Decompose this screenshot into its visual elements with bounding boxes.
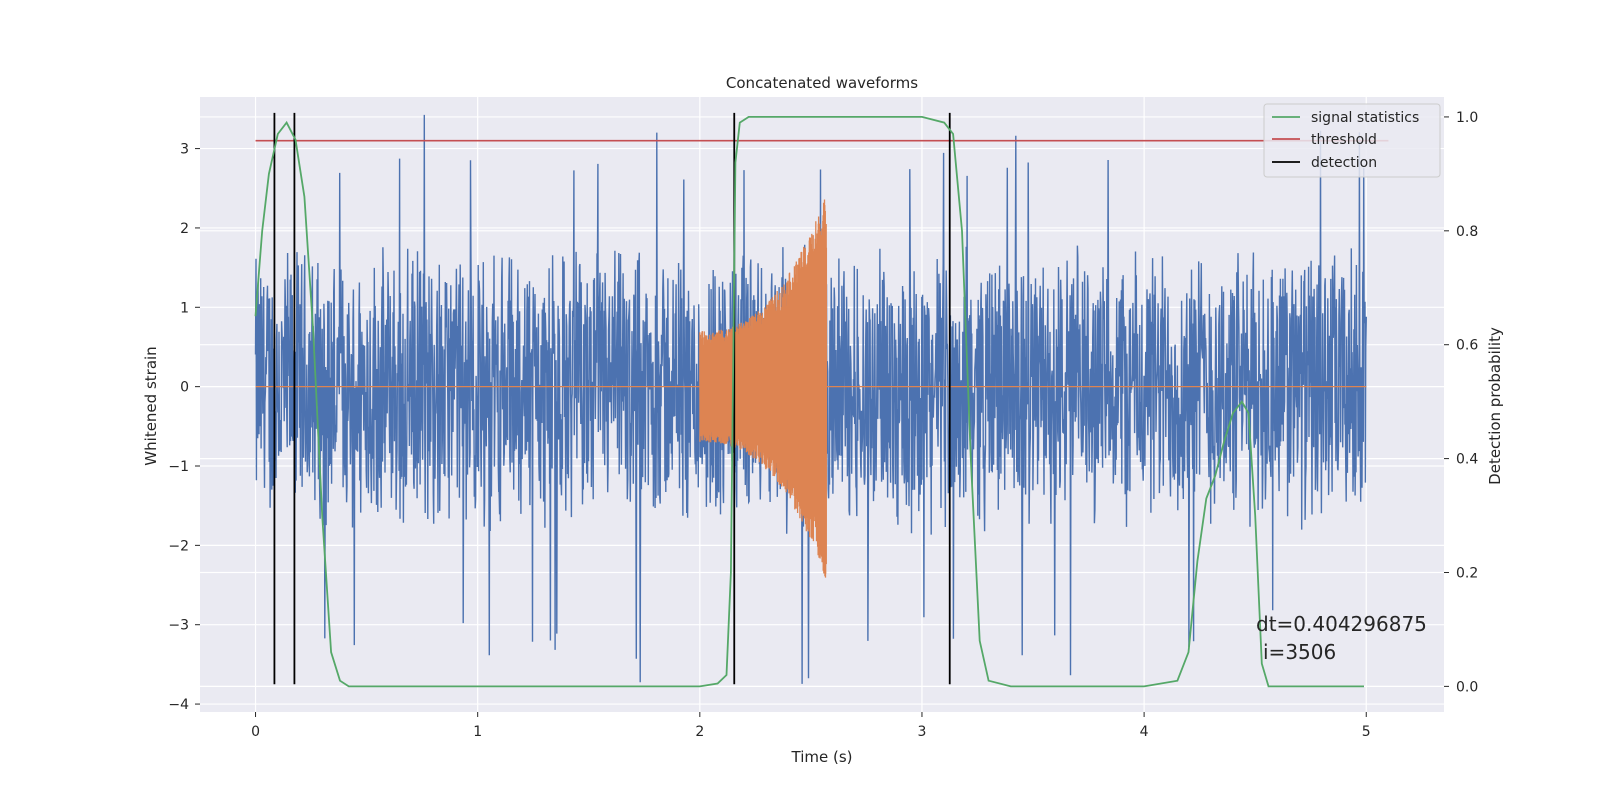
signal-statistics-series <box>254 116 1364 688</box>
x-tick-label-0: 0 <box>251 724 260 740</box>
y2-tick-label-0: 0.0 <box>1456 679 1478 695</box>
annotation-i: i=3506 <box>1263 640 1336 664</box>
y2-tick-label-3: 0.6 <box>1456 338 1478 354</box>
y-tick-label-4: 0 <box>180 380 189 396</box>
x-tick-label-4: 4 <box>1140 724 1149 740</box>
y-axis-label: Whitened strain <box>142 346 160 465</box>
x-tick-label-2: 2 <box>695 724 704 740</box>
y-tick-label-6: 2 <box>180 221 189 237</box>
legend: signal statistics threshold detection <box>1263 103 1441 178</box>
legend-label-signal-statistics: signal statistics <box>1311 110 1419 126</box>
x-tick-label-3: 3 <box>918 724 927 740</box>
y-tick-label-5: 1 <box>180 300 189 316</box>
y-tick-label-1: −3 <box>168 618 189 634</box>
y2-tick-label-1: 0.2 <box>1456 565 1478 581</box>
y2-tick-label-4: 0.8 <box>1456 224 1478 240</box>
injection-series <box>255 199 1367 578</box>
y-axis-right: 0.0 0.2 0.4 0.6 0.8 1.0 <box>1444 110 1478 695</box>
y-tick-label-3: −1 <box>168 459 189 475</box>
chart-title: Concatenated waveforms <box>726 74 918 92</box>
legend-label-threshold: threshold <box>1311 132 1377 148</box>
plot-content <box>254 112 1389 688</box>
legend-label-detection: detection <box>1311 155 1377 171</box>
x-axis-label: Time (s) <box>791 748 853 766</box>
y-axis-left: −4 −3 −2 −1 0 1 2 3 <box>168 142 200 713</box>
y2-tick-label-5: 1.0 <box>1456 110 1478 126</box>
y-tick-label-7: 3 <box>180 142 189 158</box>
x-tick-label-5: 5 <box>1362 724 1371 740</box>
legend-box <box>1263 103 1441 178</box>
y-tick-label-0: −4 <box>168 697 189 713</box>
x-axis: 0 1 2 3 4 5 <box>251 712 1371 740</box>
x-tick-label-1: 1 <box>473 724 482 740</box>
y2-tick-label-2: 0.4 <box>1456 452 1478 468</box>
annotation-dt: dt=0.404296875 <box>1256 612 1427 636</box>
y2-axis-label: Detection probability <box>1486 327 1504 485</box>
y-tick-label-2: −2 <box>168 538 189 554</box>
